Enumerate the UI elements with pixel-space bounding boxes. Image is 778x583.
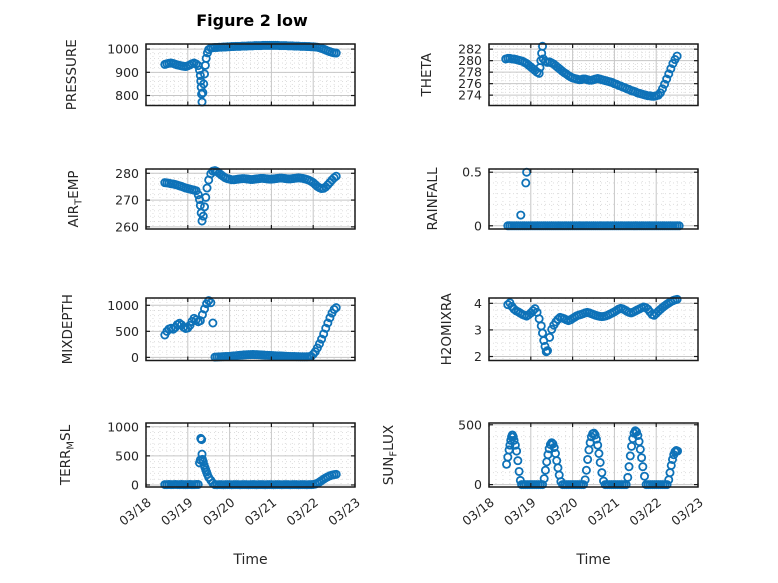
svg-text:500: 500 xyxy=(115,448,139,463)
svg-text:03/18: 03/18 xyxy=(459,495,497,529)
svg-text:3: 3 xyxy=(474,322,482,337)
svg-text:276: 276 xyxy=(458,76,482,91)
svg-text:03/20: 03/20 xyxy=(543,495,581,529)
svg-text:282: 282 xyxy=(458,42,482,57)
svg-text:800: 800 xyxy=(115,88,139,103)
svg-text:280: 280 xyxy=(115,166,139,181)
svg-text:2: 2 xyxy=(474,349,482,364)
svg-text:500: 500 xyxy=(458,417,482,432)
svg-text:500: 500 xyxy=(115,324,139,339)
svg-text:0: 0 xyxy=(474,218,482,233)
svg-text:SUNFLUX: SUNFLUX xyxy=(381,425,400,485)
svg-text:260: 260 xyxy=(115,219,139,234)
svg-text:RAINFALL: RAINFALL xyxy=(425,167,441,230)
svg-text:Time: Time xyxy=(575,552,610,568)
svg-text:AIRTEMP: AIRTEMP xyxy=(66,170,85,227)
svg-text:1000: 1000 xyxy=(107,419,139,434)
svg-text:0: 0 xyxy=(131,477,139,492)
svg-text:0: 0 xyxy=(474,477,482,492)
svg-text:H2OMIXRA: H2OMIXRA xyxy=(439,292,455,365)
svg-text:270: 270 xyxy=(115,193,139,208)
svg-text:TERRMSL: TERRMSL xyxy=(58,424,77,486)
svg-text:03/23: 03/23 xyxy=(668,495,706,529)
svg-text:274: 274 xyxy=(458,88,482,103)
svg-text:PRESSURE: PRESSURE xyxy=(64,39,80,110)
svg-text:1000: 1000 xyxy=(107,42,139,57)
svg-text:03/22: 03/22 xyxy=(626,495,664,529)
svg-text:Time: Time xyxy=(232,552,267,568)
svg-text:280: 280 xyxy=(458,53,482,68)
svg-text:MIXDEPTH: MIXDEPTH xyxy=(60,294,76,364)
svg-text:0.5: 0.5 xyxy=(462,165,482,180)
svg-text:0: 0 xyxy=(131,350,139,365)
svg-text:1000: 1000 xyxy=(107,298,139,313)
svg-text:THETA: THETA xyxy=(419,52,435,97)
svg-text:4: 4 xyxy=(474,296,482,311)
svg-text:03/19: 03/19 xyxy=(501,495,539,529)
figure-title: Figure 2 low xyxy=(196,11,308,30)
svg-text:278: 278 xyxy=(458,65,482,80)
svg-text:03/21: 03/21 xyxy=(585,495,623,529)
svg-text:900: 900 xyxy=(115,65,139,80)
